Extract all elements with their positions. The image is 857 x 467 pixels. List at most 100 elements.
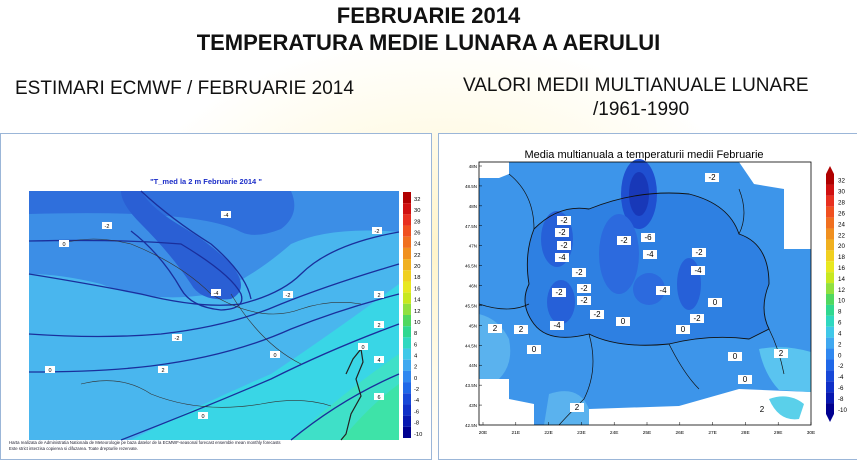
right-lat-ticks: 48N 48.5N 48N 47.5N 47N 46.5N 46N 45.5N 45N 44.5N… — [465, 164, 482, 428]
right-contour-labels: -2 -2 -2 -2 -2 -4 -2 -6 -4 -2 -4 -2 -2 -4 -4 -2 -2 0 0 0 2 2 0… — [488, 173, 788, 414]
multiannual-mean-map: Media multianuala a temperaturii medii F… — [438, 133, 857, 460]
left-map-title: "T_med la 2 m Februarie 2014 " — [150, 177, 262, 186]
colorbar-tick-label: 22 — [838, 232, 845, 239]
page-subtitle: TEMPERATURA MEDIE LUNARA A AERULUI — [196, 30, 661, 55]
contour-label: -2 — [175, 336, 180, 342]
lat-tick-label: 43.5N — [465, 383, 477, 388]
colorbar-tick-label: 28 — [838, 200, 845, 207]
contour-label: 0 — [273, 353, 276, 359]
colorbar-tick-label: -6 — [414, 409, 419, 415]
right-map-area — [478, 159, 812, 426]
ecmwf-forecast-map: "T_med la 2 m Februarie 2014 " — [0, 133, 432, 460]
left-map-caption: ESTIMARI ECMWF / FEBRUARIE 2014 — [15, 78, 354, 99]
colorbar-tick-label: 6 — [838, 320, 842, 327]
colorbar-swatch — [826, 392, 834, 404]
colorbar-swatch — [403, 281, 411, 293]
contour-label: -2 — [575, 268, 583, 277]
colorbar-swatch — [403, 370, 411, 383]
colorbar-swatch — [403, 192, 411, 204]
lon-tick-label: 30E — [807, 430, 816, 436]
colorbar-swatch — [826, 272, 834, 284]
colorbar-tick-label: 0 — [838, 352, 842, 359]
contour-label: 2 — [760, 405, 765, 414]
lat-tick-label: 47.5N — [465, 224, 477, 229]
lat-tick-label: 46.5N — [465, 264, 477, 269]
colorbar-tick-label: 24 — [414, 242, 421, 248]
colorbar-tick-label: 12 — [838, 287, 845, 294]
contour-label: -2 — [286, 293, 291, 299]
lon-tick-label: 25E — [643, 430, 652, 436]
colorbar-swatch — [403, 404, 411, 416]
lat-tick-label: 46N — [469, 284, 477, 289]
colorbar-swatch — [403, 270, 411, 282]
contour-label: -4 — [224, 213, 229, 219]
contour-label: 0 — [743, 375, 748, 384]
colorbar-swatch — [826, 337, 834, 349]
lat-tick-label: 44N — [469, 363, 477, 368]
colorbar-tick-label: 8 — [838, 309, 842, 316]
colorbar-swatch — [403, 415, 411, 427]
contour-label: -2 — [593, 310, 601, 319]
colorbar-tick-label: 10 — [414, 320, 420, 326]
colorbar-tick-label: 12 — [414, 309, 420, 315]
colorbar-swatch — [403, 382, 411, 394]
lat-tick-label: 44.5N — [465, 343, 477, 348]
contour-label: 0 — [62, 242, 65, 248]
contour-label: -2 — [560, 216, 568, 225]
colorbar-swatch — [826, 370, 834, 382]
contour-label: -2 — [620, 236, 628, 245]
colorbar-tick-label: 20 — [414, 264, 420, 270]
colorbar-swatch — [826, 359, 834, 371]
colorbar-tick-label: 32 — [414, 197, 420, 203]
contour-label: -4 — [553, 321, 561, 330]
lon-tick-label: 29E — [774, 430, 783, 436]
lon-tick-label: 23E — [577, 430, 586, 436]
colorbar-swatch — [826, 304, 834, 316]
colorbar-tick-label: -4 — [414, 398, 420, 404]
colorbar-swatch — [826, 294, 834, 305]
colorbar-tick-label: 26 — [414, 230, 420, 236]
lat-tick-label: 47N — [469, 244, 477, 249]
colorbar-tick-label: 14 — [838, 276, 845, 283]
colorbar-swatch — [826, 195, 834, 207]
right-map-title: Media multianuala a temperaturii medii F… — [524, 149, 763, 161]
lon-tick-label: 20E — [479, 430, 488, 436]
left-map-footer-2: Este strict interzisa copierea si difuza… — [9, 446, 138, 451]
colorbar-swatch — [826, 403, 834, 414]
contour-label: -2 — [375, 229, 380, 235]
contour-label: -2 — [558, 228, 566, 237]
colorbar-tick-label: 18 — [838, 254, 845, 261]
contour-label: -4 — [214, 291, 219, 297]
colorbar-tick-label: -4 — [838, 374, 844, 381]
contour-label: 2 — [493, 324, 498, 333]
contour-label: 2 — [377, 323, 380, 329]
contour-label: 0 — [621, 317, 626, 326]
contour-label: 0 — [681, 325, 686, 334]
contour-label: 2 — [575, 403, 580, 412]
contour-label: 2 — [779, 349, 784, 358]
colorbar-tick-label: 0 — [414, 376, 417, 382]
colorbar-swatch — [826, 315, 834, 327]
colorbar-tick-label: 26 — [838, 210, 845, 217]
colorbar-swatch — [826, 184, 834, 196]
colorbar-swatch — [826, 174, 834, 185]
colorbar-tick-label: 24 — [838, 221, 845, 228]
colorbar-swatch — [403, 359, 411, 371]
contour-label: 4 — [377, 358, 380, 364]
right-caption-line2: /1961-1990 — [593, 99, 690, 120]
colorbar-tick-label: -6 — [838, 385, 844, 392]
colorbar-tick-label: -8 — [838, 396, 844, 403]
colorbar-tick-label: 28 — [414, 219, 420, 225]
contour-label: 6 — [377, 395, 380, 401]
lat-tick-label: 45N — [469, 323, 477, 328]
colorbar-swatch — [403, 303, 411, 315]
right-caption-line1: VALORI MEDII MULTIANUALE LUNARE — [463, 75, 809, 96]
lon-tick-label: 24E — [610, 430, 619, 436]
colorbar-swatch — [826, 239, 834, 251]
colorbar-tick-label: -2 — [838, 363, 844, 370]
contour-label: -2 — [560, 241, 568, 250]
contour-label: -2 — [580, 296, 588, 305]
colorbar-tick-label: 4 — [838, 330, 842, 337]
colorbar-swatch — [826, 206, 834, 218]
colorbar-tick-label: 4 — [414, 353, 418, 359]
